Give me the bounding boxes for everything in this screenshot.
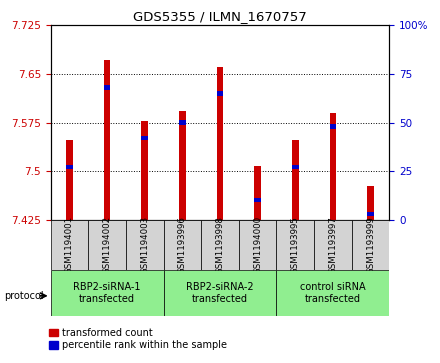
Bar <box>179 121 186 125</box>
Bar <box>141 121 148 220</box>
Bar <box>141 136 148 140</box>
Bar <box>51 220 88 270</box>
Text: GSM1194001: GSM1194001 <box>65 216 74 274</box>
Bar <box>104 60 110 220</box>
Text: protocol: protocol <box>4 291 44 301</box>
Bar <box>254 166 261 220</box>
Bar <box>201 220 239 270</box>
Text: control siRNA
transfected: control siRNA transfected <box>300 282 366 304</box>
Text: GSM1193995: GSM1193995 <box>291 216 300 274</box>
Bar <box>330 124 336 129</box>
Bar <box>276 270 389 316</box>
Bar <box>239 220 276 270</box>
Text: RBP2-siRNA-2
transfected: RBP2-siRNA-2 transfected <box>186 282 254 304</box>
Bar <box>276 220 314 270</box>
Bar <box>164 220 201 270</box>
Text: GSM1193999: GSM1193999 <box>366 216 375 274</box>
Title: GDS5355 / ILMN_1670757: GDS5355 / ILMN_1670757 <box>133 10 307 23</box>
Text: RBP2-siRNA-1
transfected: RBP2-siRNA-1 transfected <box>73 282 141 304</box>
Text: GSM1193998: GSM1193998 <box>216 216 224 274</box>
Text: GSM1194002: GSM1194002 <box>103 216 112 274</box>
Bar <box>104 85 110 90</box>
Text: GSM1194000: GSM1194000 <box>253 216 262 274</box>
Bar <box>314 220 352 270</box>
Bar <box>66 165 73 169</box>
Text: GSM1193997: GSM1193997 <box>328 216 337 274</box>
Bar <box>164 270 276 316</box>
Bar <box>179 111 186 220</box>
Text: GSM1193996: GSM1193996 <box>178 216 187 274</box>
Bar <box>367 186 374 220</box>
Bar <box>352 220 389 270</box>
Bar <box>66 140 73 220</box>
Bar <box>126 220 164 270</box>
Bar <box>51 270 164 316</box>
Bar <box>367 212 374 216</box>
Bar <box>292 140 299 220</box>
Bar <box>216 67 224 220</box>
Legend: transformed count, percentile rank within the sample: transformed count, percentile rank withi… <box>49 328 227 350</box>
Bar <box>292 165 299 169</box>
Bar <box>330 113 336 220</box>
Bar <box>254 198 261 202</box>
Bar <box>88 220 126 270</box>
Bar <box>216 91 224 95</box>
Text: GSM1194003: GSM1194003 <box>140 216 149 274</box>
